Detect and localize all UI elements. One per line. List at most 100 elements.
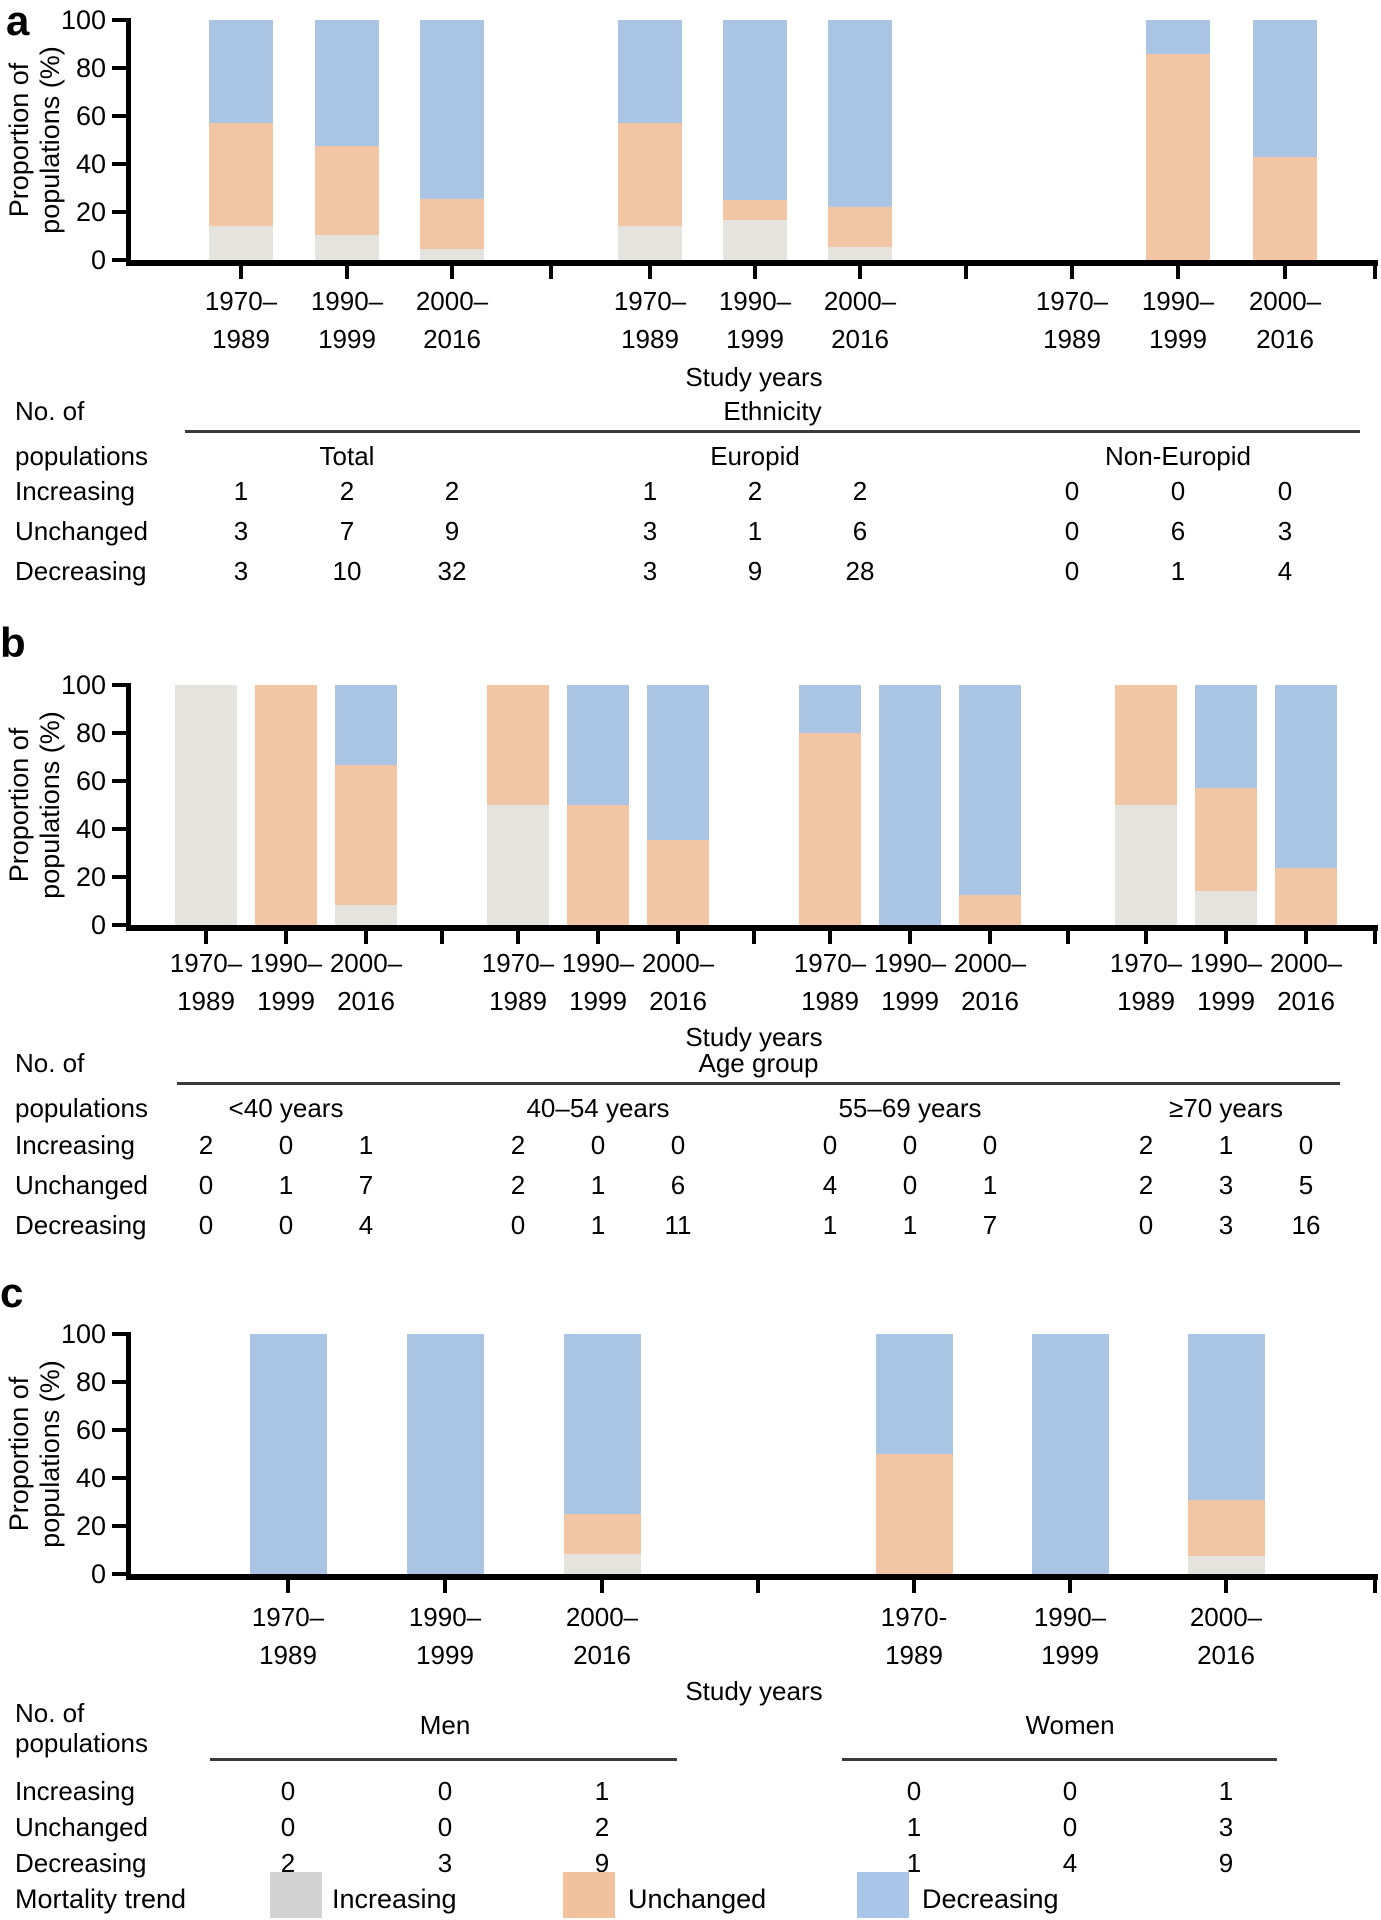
- x-tick-label: 1989: [1117, 986, 1175, 1016]
- table-cell: 0: [280, 1812, 296, 1842]
- table-row-header-line1: No. of: [15, 1048, 85, 1078]
- y-tick: [112, 875, 126, 879]
- table-cell: 2: [339, 476, 355, 506]
- y-tick-label: 40: [75, 814, 106, 844]
- x-tick-label: 2000–: [1269, 948, 1343, 978]
- x-tick: [753, 266, 757, 279]
- legend-title: Mortality trend: [15, 1884, 187, 1914]
- y-tick-label: 80: [75, 718, 106, 748]
- table-cell: 6: [1170, 516, 1186, 546]
- table-cell: 9: [444, 516, 460, 546]
- x-tick: [596, 931, 600, 944]
- x-tick: [204, 931, 208, 944]
- bar-segment-decreasing: [879, 685, 941, 925]
- bar-segment-unchanged: [1115, 685, 1177, 805]
- table-cell: 0: [1064, 556, 1080, 586]
- table-cell: 1: [590, 1170, 606, 1200]
- bar-segment-unchanged: [647, 840, 709, 925]
- bar-segment-decreasing: [420, 20, 484, 199]
- table-rule: [177, 1082, 1340, 1085]
- x-tick-label: 1990–: [1033, 1602, 1107, 1632]
- x-tick-label: 1970–: [204, 286, 278, 316]
- table-cell: 0: [1064, 476, 1080, 506]
- x-tick: [516, 931, 520, 944]
- table-cell: 3: [1218, 1170, 1234, 1200]
- x-tick-label: 1999: [318, 324, 376, 354]
- y-tick: [112, 1380, 126, 1384]
- table-cell: 3: [1218, 1210, 1234, 1240]
- y-tick: [112, 66, 126, 70]
- bar-segment-decreasing: [1275, 685, 1337, 868]
- x-tick: [600, 1580, 604, 1593]
- x-tick-label: 2016: [1256, 324, 1314, 354]
- y-tick: [112, 210, 126, 214]
- table-row-label: Decreasing: [15, 1848, 147, 1878]
- x-tick: [450, 266, 454, 279]
- x-tick-label: 2016: [961, 986, 1019, 1016]
- bar-segment-decreasing: [799, 685, 861, 733]
- x-tick: [1070, 266, 1074, 279]
- y-axis-line: [126, 1332, 131, 1580]
- table-cell: 2: [1138, 1170, 1154, 1200]
- bar-segment-unchanged: [828, 206, 892, 247]
- y-tick: [112, 1524, 126, 1528]
- y-tick: [112, 18, 126, 22]
- x-tick: [345, 266, 349, 279]
- table-cell: 2: [510, 1130, 526, 1160]
- table-cell: 16: [1291, 1210, 1321, 1240]
- x-tick: [1373, 266, 1377, 279]
- table-row-label: Increasing: [15, 1776, 135, 1806]
- bar-segment-decreasing: [209, 20, 273, 123]
- x-tick: [828, 931, 832, 944]
- x-tick: [1224, 1580, 1228, 1593]
- x-tick: [443, 1580, 447, 1593]
- y-tick: [112, 258, 126, 262]
- x-tick-label: 1999: [1149, 324, 1207, 354]
- x-tick-label: 1970–: [1109, 948, 1183, 978]
- table-cell: 2: [852, 476, 868, 506]
- bar-segment-unchanged: [420, 198, 484, 249]
- table-group-header: Women: [1025, 1710, 1115, 1740]
- x-axis-line: [126, 260, 1378, 266]
- x-tick-label: 2016: [1197, 1640, 1255, 1670]
- bar-segment-unchanged: [255, 685, 317, 925]
- bar-segment-decreasing: [1031, 1334, 1109, 1574]
- table-cell: 0: [902, 1170, 918, 1200]
- y-tick: [112, 1428, 126, 1432]
- table-cell: 0: [670, 1130, 686, 1160]
- x-tick: [676, 931, 680, 944]
- y-tick: [112, 683, 126, 687]
- x-tick-label: 1990–: [1189, 948, 1263, 978]
- x-tick-label: 2000–: [329, 948, 403, 978]
- x-tick-label: 1999: [416, 1640, 474, 1670]
- bar-segment-unchanged: [315, 146, 379, 235]
- table-row-label: Increasing: [15, 1130, 135, 1160]
- table-rule: [185, 430, 1360, 433]
- bar-segment-unchanged: [959, 895, 1021, 925]
- x-tick: [1373, 931, 1377, 944]
- x-tick-label: 2016: [831, 324, 889, 354]
- x-tick-label: 1999: [257, 986, 315, 1016]
- y-tick-label: 80: [75, 53, 106, 83]
- table-cell: 0: [906, 1776, 922, 1806]
- x-tick-label: 1990–: [873, 948, 947, 978]
- table-cell: 9: [594, 1848, 610, 1878]
- legend-label-unchanged: Unchanged: [628, 1884, 767, 1914]
- x-tick-label: 1999: [881, 986, 939, 1016]
- x-tick-label: 1970–: [1035, 286, 1109, 316]
- table-group-header: Total: [319, 441, 375, 471]
- y-tick-label: 60: [75, 1415, 106, 1445]
- x-tick-label: 1989: [621, 324, 679, 354]
- table-cell: 1: [906, 1848, 922, 1878]
- table-cell: 3: [1277, 516, 1293, 546]
- table-cell: 28: [845, 556, 875, 586]
- x-tick: [908, 931, 912, 944]
- bar-segment-unchanged: [209, 122, 273, 226]
- bar-segment-decreasing: [647, 685, 709, 841]
- y-tick-label: 100: [60, 1319, 106, 1349]
- x-tick: [752, 931, 756, 944]
- table-group-header: 40–54 years: [526, 1093, 670, 1123]
- table-group-header: Non-Europid: [1105, 441, 1251, 471]
- table-cell: 3: [233, 516, 249, 546]
